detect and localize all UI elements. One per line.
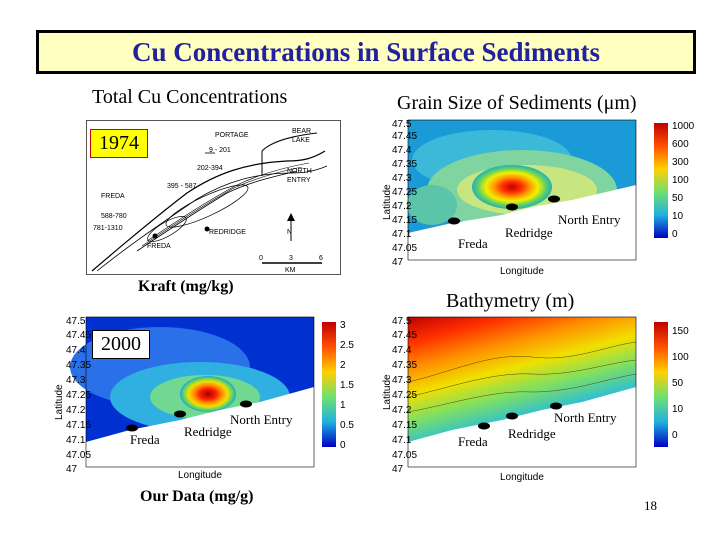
bath-ytick-9: 47.05 xyxy=(392,450,418,461)
our-cbar-1: 2.5 xyxy=(340,340,354,351)
year-1974-badge: 1974 xyxy=(90,129,148,158)
map-label-north-arrow: N xyxy=(287,229,293,236)
grain-cbar-6: 0 xyxy=(672,229,678,240)
map-label-range-3: 395 - 587 xyxy=(167,183,197,190)
our-cbar-2: 2 xyxy=(340,360,346,371)
our-data-panel: Freda Redridge North Entry Latitude 47.5… xyxy=(50,312,360,482)
bath-site-north-entry: North Entry xyxy=(554,410,617,425)
grain-ytick-4: 47.3 xyxy=(392,173,412,184)
our-ytick-3: 47.35 xyxy=(66,360,92,371)
bath-ytick-1: 47.45 xyxy=(392,330,418,341)
grain-ytick-10: 47 xyxy=(392,257,404,268)
grain-site-north-entry: North Entry xyxy=(558,212,621,227)
caption-kraft: Kraft (mg/kg) xyxy=(138,278,234,295)
bath-ytick-7: 47.15 xyxy=(392,420,418,431)
caption-bathymetry: Bathymetry (m) xyxy=(446,290,575,312)
our-cbar-4: 1 xyxy=(340,400,346,411)
grain-site-freda: Freda xyxy=(458,236,488,251)
grain-ytick-9: 47.05 xyxy=(392,243,418,254)
our-cbar-3: 1.5 xyxy=(340,380,354,391)
our-ytick-7: 47.15 xyxy=(66,420,92,431)
grain-cbar-5: 10 xyxy=(672,211,684,222)
bath-ytick-6: 47.2 xyxy=(392,405,412,416)
grain-cbar-1: 600 xyxy=(672,139,689,150)
map-label-range-1: 9 - 201 xyxy=(209,147,231,154)
map-label-range-4: 588-780 xyxy=(101,213,127,220)
bath-ytick-5: 47.25 xyxy=(392,390,418,401)
bath-ytick-8: 47.1 xyxy=(392,435,412,446)
bath-ytick-10: 47 xyxy=(392,464,404,475)
bath-xlabel: Longitude xyxy=(500,472,544,483)
grain-ytick-1: 47.45 xyxy=(392,131,418,142)
our-ytick-1: 47.45 xyxy=(66,330,92,341)
our-ytick-6: 47.2 xyxy=(66,405,86,416)
grain-size-panel: Freda Redridge North Entry Latitude 47.5… xyxy=(372,115,712,280)
our-data-contour xyxy=(70,316,336,468)
year-2000-badge: 2000 xyxy=(92,330,150,359)
map-label-freda-lower: FREDA xyxy=(147,243,171,250)
our-ytick-8: 47.1 xyxy=(66,435,86,446)
bath-ytick-4: 47.3 xyxy=(392,375,412,386)
our-ytick-9: 47.05 xyxy=(66,450,92,461)
our-site-north-entry: North Entry xyxy=(230,412,293,427)
our-cbar-0: 3 xyxy=(340,320,346,331)
grain-ytick-2: 47.4 xyxy=(392,145,412,156)
grain-ytick-3: 47.35 xyxy=(392,159,418,170)
map-label-redridge: REDRIDGE xyxy=(209,229,246,236)
our-ytick-5: 47.25 xyxy=(66,390,92,401)
grain-ytick-6: 47.2 xyxy=(392,201,412,212)
bath-site-redridge: Redridge xyxy=(508,426,556,441)
grain-cbar-3: 100 xyxy=(672,175,689,186)
our-ytick-0: 47.5 xyxy=(66,316,86,327)
bath-cbar-4: 0 xyxy=(672,430,678,441)
map-1974-lines xyxy=(91,132,328,272)
map-label-portage: PORTAGE xyxy=(215,132,249,139)
map-label-scale-3: 3 xyxy=(289,255,293,262)
map-label-scale-0: 0 xyxy=(259,255,263,262)
page-number: 18 xyxy=(644,498,657,513)
our-ytick-2: 47.4 xyxy=(66,345,86,356)
map-label-north-entry: NORTH ENTRY xyxy=(287,168,312,184)
grain-cbar-0: 1000 xyxy=(672,121,695,132)
grain-cbar-2: 300 xyxy=(672,157,689,168)
our-ytick-4: 47.3 xyxy=(66,375,86,386)
map-label-range-5: 781-1310 xyxy=(93,225,123,232)
bath-ytick-2: 47.4 xyxy=(392,345,412,356)
our-site-redridge: Redridge xyxy=(184,424,232,439)
grain-ytick-0: 47.5 xyxy=(392,119,412,130)
grain-ytick-5: 47.25 xyxy=(392,187,418,198)
map-label-scale-6: 6 xyxy=(319,255,323,262)
map-label-range-2: 202-394 xyxy=(197,165,223,172)
map-1974: PORTAGE BEAR LAKE NORTH ENTRY 9 - 201 20… xyxy=(86,120,341,275)
grain-cbar-4: 50 xyxy=(672,193,684,204)
grain-site-redridge: Redridge xyxy=(505,225,553,240)
caption-our-data: Our Data (mg/g) xyxy=(140,488,254,505)
our-site-freda: Freda xyxy=(130,432,160,447)
bath-site-freda: Freda xyxy=(458,434,488,449)
grain-xlabel: Longitude xyxy=(500,266,544,277)
map-label-km: KM xyxy=(285,267,296,274)
bath-ytick-3: 47.35 xyxy=(392,360,418,371)
bath-cbar-3: 10 xyxy=(672,404,684,415)
our-ytick-10: 47 xyxy=(66,464,78,475)
bath-cbar-2: 50 xyxy=(672,378,684,389)
our-cbar-6: 0 xyxy=(340,440,346,451)
map-label-bear-lake: BEAR LAKE xyxy=(292,128,312,144)
slide-title: Cu Concentrations in Surface Sediments xyxy=(131,36,600,67)
our-cbar-5: 0.5 xyxy=(340,420,354,431)
grain-ytick-8: 47.1 xyxy=(392,229,412,240)
our-xlabel: Longitude xyxy=(178,470,222,481)
bathymetry-panel: Freda Redridge North Entry Latitude 47.5… xyxy=(372,312,712,483)
bathymetry-contour xyxy=(407,316,668,468)
grain-size-contour xyxy=(407,119,668,261)
map-label-freda-upper: FREDA xyxy=(101,193,125,200)
slide-title-box: Cu Concentrations in Surface Sediments xyxy=(36,30,696,74)
bath-ytick-0: 47.5 xyxy=(392,316,412,327)
bath-cbar-0: 150 xyxy=(672,326,689,337)
grain-ytick-7: 47.15 xyxy=(392,215,418,226)
our-ylabel: Latitude xyxy=(54,384,65,420)
bath-cbar-1: 100 xyxy=(672,352,689,363)
total-cu-header: Total Cu Concentrations xyxy=(92,86,288,108)
grain-size-header: Grain Size of Sediments (μm) xyxy=(397,92,637,114)
